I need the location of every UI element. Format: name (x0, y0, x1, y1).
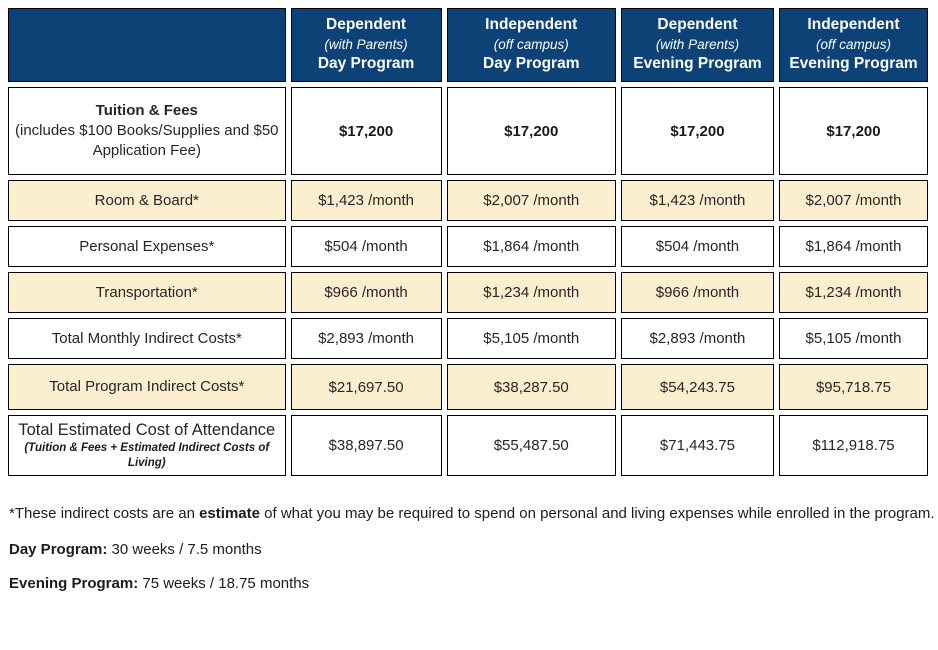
table-row-total-monthly-indirect: Total Monthly Indirect Costs* $2,893 /mo… (8, 318, 928, 359)
table-row-room-board: Room & Board* $1,423 /month $2,007 /mont… (8, 180, 928, 221)
day-program-value: 30 weeks / 7.5 months (107, 541, 262, 559)
cell-value: $38,897.50 (290, 415, 442, 476)
cell-value: $2,007 /month (446, 180, 616, 221)
evening-program-duration: Evening Program: 75 weeks / 18.75 months (9, 575, 935, 594)
column-header-status: Dependent (326, 16, 407, 34)
indirect-costs-footnote: *These indirect costs are an estimate of… (9, 505, 935, 524)
cell-value: $17,200 (778, 87, 928, 175)
evening-program-label: Evening Program: (9, 575, 139, 592)
column-header-status: Dependent (657, 16, 738, 34)
cell-value: $71,443.75 (620, 415, 774, 476)
column-header-independent-day: Independent (off campus) Day Program (446, 8, 616, 82)
table-row-total-cost-of-attendance: Total Estimated Cost of Attendance (Tuit… (8, 415, 928, 476)
cell-value: $5,105 /month (446, 318, 616, 359)
column-header-program: Day Program (317, 54, 415, 72)
row-label-title: Tuition & Fees (95, 101, 198, 119)
cell-value: $1,423 /month (620, 180, 774, 221)
cell-value: $112,918.75 (778, 415, 928, 476)
cell-value: $17,200 (446, 87, 616, 175)
header-row: Dependent (with Parents) Day Program Ind… (8, 8, 928, 82)
day-program-label: Day Program: (9, 541, 108, 559)
cell-value: $2,893 /month (290, 318, 442, 359)
cell-value: $504 /month (290, 226, 442, 267)
row-label: Transportation* (8, 272, 286, 313)
column-header-independent-evening: Independent (off campus) Evening Program (778, 8, 928, 82)
column-header-program: Day Program (483, 54, 580, 72)
cell-value: $38,287.50 (446, 364, 616, 410)
column-header-status: Independent (807, 16, 900, 34)
footnote-emphasis: estimate (199, 504, 260, 522)
column-header-housing: (with Parents) (324, 37, 408, 53)
cell-value: $966 /month (620, 272, 774, 313)
row-label: Personal Expenses* (8, 226, 286, 267)
cell-value: $17,200 (620, 87, 774, 175)
column-header-program: Evening Program (789, 54, 918, 72)
row-label-subtitle: (Tuition & Fees + Estimated Indirect Cos… (24, 441, 270, 469)
table-row-personal-expenses: Personal Expenses* $504 /month $1,864 /m… (8, 226, 928, 267)
row-label: Total Monthly Indirect Costs* (8, 318, 286, 359)
evening-program-value: 75 weeks / 18.75 months (138, 575, 310, 592)
cell-value: $2,007 /month (778, 180, 928, 221)
day-program-duration: Day Program: 30 weeks / 7.5 months (9, 541, 935, 560)
footnote-text: of what you may be required to spend on … (259, 504, 935, 522)
cell-value: $17,200 (290, 87, 442, 175)
row-label: Tuition & Fees (includes $100 Books/Supp… (8, 87, 286, 175)
cell-value: $1,864 /month (446, 226, 616, 267)
row-label: Total Estimated Cost of Attendance (Tuit… (8, 415, 286, 476)
cell-value: $21,697.50 (290, 364, 442, 410)
cell-value: $2,893 /month (620, 318, 774, 359)
column-header-housing: (off campus) (815, 37, 891, 53)
cell-value: $1,234 /month (446, 272, 616, 313)
column-header-housing: (off campus) (493, 37, 569, 53)
cell-value: $5,105 /month (778, 318, 928, 359)
header-cell-blank (8, 8, 286, 82)
cost-of-attendance-table: Dependent (with Parents) Day Program Ind… (3, 3, 933, 481)
row-label-title: Total Estimated Cost of Attendance (18, 421, 276, 439)
footnotes: *These indirect costs are an estimate of… (9, 505, 935, 594)
table-row-transportation: Transportation* $966 /month $1,234 /mont… (8, 272, 928, 313)
footnote-text: *These indirect costs are an (9, 504, 200, 522)
column-header-program: Evening Program (633, 54, 762, 72)
cell-value: $966 /month (290, 272, 442, 313)
column-header-dependent-day: Dependent (with Parents) Day Program (290, 8, 442, 82)
cell-value: $54,243.75 (620, 364, 774, 410)
column-header-housing: (with Parents) (655, 37, 740, 53)
table-row-total-program-indirect: Total Program Indirect Costs* $21,697.50… (8, 364, 928, 410)
column-header-status: Independent (485, 16, 578, 34)
cell-value: $1,423 /month (290, 180, 442, 221)
row-label: Total Program Indirect Costs* (8, 364, 286, 410)
cell-value: $55,487.50 (446, 415, 616, 476)
table-row-tuition-fees: Tuition & Fees (includes $100 Books/Supp… (8, 87, 928, 175)
row-label-subtitle: (includes $100 Books/Supplies and $50 Ap… (15, 121, 279, 160)
cell-value: $1,864 /month (778, 226, 928, 267)
cell-value: $1,234 /month (778, 272, 928, 313)
cell-value: $504 /month (620, 226, 774, 267)
row-label: Room & Board* (8, 180, 286, 221)
cell-value: $95,718.75 (778, 364, 928, 410)
column-header-dependent-evening: Dependent (with Parents) Evening Program (620, 8, 774, 82)
